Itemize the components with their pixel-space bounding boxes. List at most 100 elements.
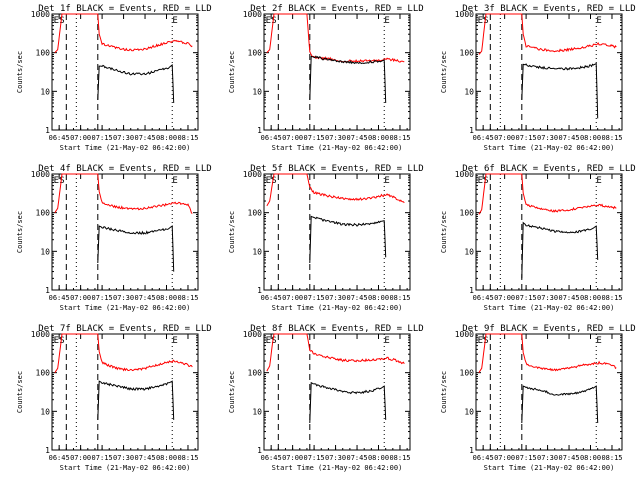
- y-tick-label: 1000: [455, 330, 474, 339]
- plot-frame: [51, 333, 199, 451]
- x-tick-label: 07:30: [325, 294, 346, 302]
- y-tick-label: 10: [464, 247, 474, 256]
- x-tick-label: 07:45: [347, 134, 368, 142]
- series-line-lld: [54, 333, 193, 373]
- x-tick-label: 07:15: [92, 454, 113, 462]
- x-tick-label: 07:30: [325, 454, 346, 462]
- x-tick-label: 06:45: [473, 294, 494, 302]
- chart-title: Det 7f BLACK = Events, RED = LLD: [38, 324, 211, 334]
- x-axis-label: Start Time (21-May-02 06:42:00): [272, 464, 403, 472]
- x-tick-label: 07:30: [113, 454, 134, 462]
- x-tick-label: 07:45: [135, 134, 156, 142]
- annotation-letter: S: [483, 336, 488, 346]
- y-axis-label: Counts/sec: [228, 371, 236, 413]
- x-tick-label: 07:30: [325, 134, 346, 142]
- y-tick-label: 1000: [243, 170, 262, 179]
- x-axis-label: Start Time (21-May-02 06:42:00): [60, 304, 191, 312]
- series-line-events: [97, 225, 175, 272]
- x-tick-label: 07:45: [135, 294, 156, 302]
- y-tick-label: 1000: [31, 170, 50, 179]
- x-axis-label: Start Time (21-May-02 06:42:00): [60, 464, 191, 472]
- y-tick-label: 1: [469, 286, 474, 295]
- y-tick-label: 10: [252, 87, 262, 96]
- x-tick-label: 08:00: [580, 134, 601, 142]
- y-tick-label: 1: [469, 446, 474, 455]
- x-axis-label: Start Time (21-May-02 06:42:00): [484, 304, 615, 312]
- chart-title: Det 9f BLACK = Events, RED = LLD: [462, 324, 635, 334]
- plot-frame: [263, 173, 411, 291]
- x-tick-label: 06:45: [473, 454, 494, 462]
- y-tick-label: 1: [45, 446, 50, 455]
- x-tick-label: 08:00: [368, 454, 389, 462]
- annotation-letter: S: [59, 176, 64, 186]
- y-axis-label: Counts/sec: [440, 211, 448, 253]
- x-tick-label: 07:00: [282, 454, 303, 462]
- annotation-letter: E: [478, 16, 483, 26]
- y-tick-label: 100: [248, 49, 263, 58]
- x-axis-label: Start Time (21-May-02 06:42:00): [272, 304, 403, 312]
- x-axis-label: Start Time (21-May-02 06:42:00): [484, 144, 615, 152]
- x-tick-label: 08:15: [177, 134, 198, 142]
- y-axis-label: Counts/sec: [16, 371, 24, 413]
- x-tick-label: 07:15: [516, 454, 537, 462]
- x-tick-label: 07:30: [537, 134, 558, 142]
- chart-panel-8: Det 8f BLACK = Events, RED = LLD 1 10 100 10…: [228, 324, 424, 472]
- x-tick-label: 08:00: [156, 454, 177, 462]
- y-tick-label: 1: [45, 126, 50, 135]
- plot-frame: [263, 13, 411, 131]
- y-tick-label: 1000: [455, 10, 474, 19]
- series-line-lld: [54, 13, 193, 54]
- y-tick-label: 1000: [243, 330, 262, 339]
- series-line-lld: [478, 173, 617, 215]
- series-line-events: [309, 381, 387, 424]
- series-line-events: [521, 221, 599, 279]
- annotation-letter: E: [384, 16, 389, 26]
- chart-panel-5: Det 5f BLACK = Events, RED = LLD 1 10 100 10…: [228, 164, 424, 312]
- annotation-letter: E: [266, 336, 271, 346]
- chart-title: Det 8f BLACK = Events, RED = LLD: [250, 324, 423, 334]
- annotation-letter: S: [483, 16, 488, 26]
- y-tick-label: 100: [248, 209, 263, 218]
- x-tick-label: 06:45: [49, 134, 70, 142]
- series-line-events: [97, 380, 175, 420]
- annotation-letter: E: [478, 176, 483, 186]
- x-tick-label: 07:00: [494, 294, 515, 302]
- y-tick-label: 1000: [31, 330, 50, 339]
- annotation-letter: E: [172, 16, 177, 26]
- plot-frame: [51, 173, 199, 291]
- y-tick-label: 1000: [455, 170, 474, 179]
- y-axis-label: Counts/sec: [16, 211, 24, 253]
- y-tick-label: 100: [36, 49, 51, 58]
- y-tick-label: 1: [45, 286, 50, 295]
- chart-title: Det 6f BLACK = Events, RED = LLD: [462, 164, 635, 174]
- y-tick-label: 10: [40, 407, 50, 416]
- chart-panel-6: Det 6f BLACK = Events, RED = LLD 1 10 100 10…: [440, 164, 636, 312]
- x-tick-label: 08:00: [156, 134, 177, 142]
- y-tick-label: 10: [252, 247, 262, 256]
- annotation-letter: E: [54, 336, 59, 346]
- x-tick-label: 07:30: [537, 454, 558, 462]
- x-tick-label: 07:15: [304, 454, 325, 462]
- series-line-lld: [266, 333, 405, 372]
- x-tick-label: 07:45: [559, 454, 580, 462]
- x-tick-label: 07:00: [282, 134, 303, 142]
- annotation-letter: S: [271, 16, 276, 26]
- y-tick-label: 10: [252, 407, 262, 416]
- annotation-letter: E: [54, 16, 59, 26]
- x-tick-label: 08:15: [177, 454, 198, 462]
- x-tick-label: 07:45: [559, 294, 580, 302]
- x-tick-label: 07:30: [113, 294, 134, 302]
- plot-frame: [51, 13, 199, 131]
- annotation-letter: E: [596, 16, 601, 26]
- x-tick-label: 08:15: [177, 294, 198, 302]
- series-line-events: [309, 55, 387, 104]
- y-tick-label: 1: [257, 286, 262, 295]
- x-tick-label: 07:00: [70, 454, 91, 462]
- y-tick-label: 1: [469, 126, 474, 135]
- y-tick-label: 10: [464, 87, 474, 96]
- x-tick-label: 06:45: [49, 454, 70, 462]
- x-tick-label: 08:15: [601, 294, 622, 302]
- x-tick-label: 07:00: [494, 454, 515, 462]
